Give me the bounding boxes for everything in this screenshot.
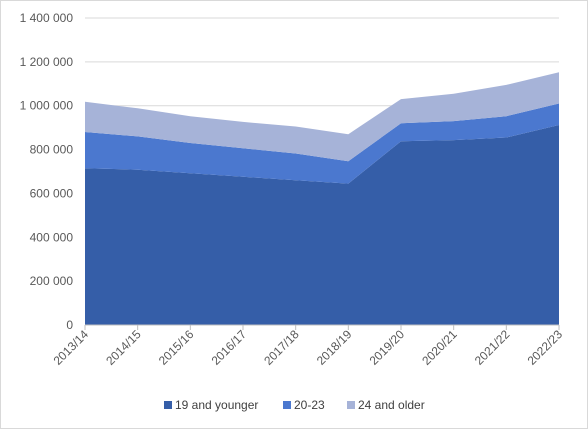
x-tick-label: 2017/18 — [261, 327, 302, 368]
x-tick-label: 2021/22 — [472, 327, 513, 368]
x-tick-label: 2014/15 — [103, 327, 144, 368]
y-axis-tick-labels: 0 200 000 400 000 600 000 800 000 1 000 000 1 … — [20, 11, 74, 332]
area-series-1 — [85, 103, 559, 184]
y-tick-label: 1 400 000 — [20, 11, 74, 25]
x-tick-label: 2015/16 — [156, 327, 197, 368]
legend-swatch — [347, 401, 355, 409]
x-tick-label: 2013/14 — [51, 327, 92, 368]
legend-label: 19 and younger — [175, 398, 258, 412]
y-tick-label: 400 000 — [30, 230, 74, 244]
area-series-2 — [85, 72, 559, 162]
legend-label: 24 and older — [358, 398, 425, 412]
area-series — [85, 72, 559, 325]
x-tick-label: 2020/21 — [419, 327, 460, 368]
axes — [84, 324, 560, 330]
x-tick-label: 2019/20 — [367, 327, 408, 368]
x-tick-label: 2016/17 — [209, 327, 250, 368]
x-tick-label: 2018/19 — [314, 327, 355, 368]
y-tick-label: 1 000 000 — [20, 99, 74, 113]
y-tick-label: 0 — [66, 318, 73, 332]
area-series-0 — [85, 125, 559, 325]
legend-swatch — [164, 401, 172, 409]
y-tick-label: 600 000 — [30, 186, 74, 200]
x-tick-label: 2022/23 — [525, 327, 566, 368]
legend: 19 and younger 20-23 24 and older — [164, 398, 425, 412]
y-tick-label: 200 000 — [30, 274, 74, 288]
legend-swatch — [283, 401, 291, 409]
legend-label: 20-23 — [294, 398, 325, 412]
x-axis-tick-labels: 2013/14 2014/15 2015/16 2016/17 2017/18 2018/… — [51, 327, 566, 368]
y-tick-label: 800 000 — [30, 143, 74, 157]
y-tick-label: 1 200 000 — [20, 55, 74, 69]
